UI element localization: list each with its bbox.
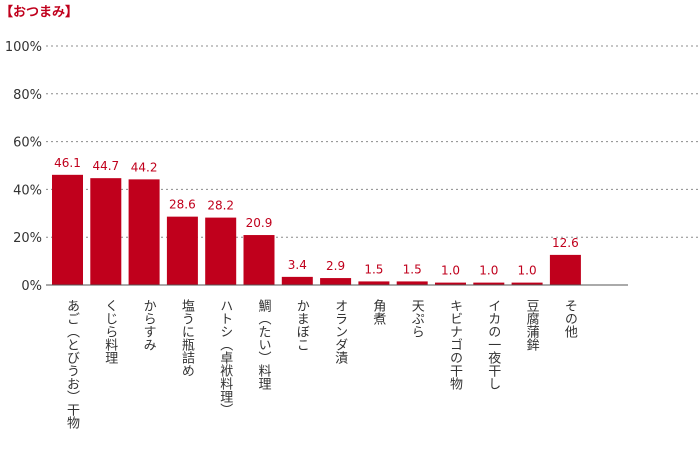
bar xyxy=(243,235,275,285)
value-label: 12.6 xyxy=(552,236,579,250)
bar xyxy=(281,276,313,285)
category-label: 豆腐蒲鉾 xyxy=(524,299,540,351)
gridlines xyxy=(46,45,700,238)
y-axis-tick-labels: 0% 20% 40% 60% 80% 100% xyxy=(5,40,42,294)
bar xyxy=(166,216,198,285)
value-label: 2.9 xyxy=(326,259,345,273)
value-label: 1.0 xyxy=(518,264,537,278)
y-tick-label: 20% xyxy=(13,231,42,246)
y-tick-label: 80% xyxy=(13,88,42,103)
category-label: あご（とびうお）干物 xyxy=(64,299,80,430)
y-tick-label: 60% xyxy=(13,136,42,151)
value-labels: 46.1 44.7 44.2 28.6 28.2 20.9 3.4 2.9 1.5 1.5 1.0 1… xyxy=(54,156,579,278)
value-label: 1.0 xyxy=(479,264,498,278)
bar xyxy=(128,179,160,285)
value-label: 1.0 xyxy=(441,264,460,278)
chart-title: 【おつまみ】 xyxy=(0,4,78,20)
bar xyxy=(511,282,543,285)
value-label: 28.2 xyxy=(207,199,234,213)
category-label: その他 xyxy=(562,299,578,339)
category-label: くじら料理 xyxy=(102,299,118,364)
value-label: 44.7 xyxy=(92,159,119,173)
value-label: 20.9 xyxy=(246,216,273,230)
bar xyxy=(435,282,466,285)
value-label: 46.1 xyxy=(54,156,81,170)
category-label: かまぼこ xyxy=(294,299,309,351)
bar xyxy=(473,282,505,285)
value-label: 1.5 xyxy=(403,262,422,276)
category-label: からすみ xyxy=(141,299,156,351)
bar xyxy=(205,217,237,285)
y-tick-label: 40% xyxy=(13,183,42,198)
bar xyxy=(358,281,390,285)
value-label: 28.6 xyxy=(169,198,196,212)
bar xyxy=(90,178,122,285)
category-label: イカの一夜干し xyxy=(485,299,501,390)
category-label: 塩うに瓶詰め xyxy=(179,299,195,377)
category-label: ハトシ（卓袱料理） xyxy=(217,299,233,416)
bar xyxy=(52,174,83,285)
category-labels: あご（とびうお）干物 くじら料理 からすみ 塩うに瓶詰め ハトシ（卓袱料理） 鯛（たい）料… xyxy=(64,299,577,430)
value-label: 3.4 xyxy=(288,258,307,272)
category-label: 角煮 xyxy=(370,299,386,326)
category-label: オランダ漬 xyxy=(332,299,348,364)
category-label: 鯛（たい）料理 xyxy=(256,299,272,390)
bar xyxy=(549,254,581,285)
y-tick-label: 0% xyxy=(21,279,42,294)
value-label: 44.2 xyxy=(131,160,158,174)
bars xyxy=(52,174,581,285)
value-label: 1.5 xyxy=(364,262,383,276)
category-label: 天ぷら xyxy=(409,299,425,338)
bar xyxy=(320,278,352,285)
category-label: キビナゴの干物 xyxy=(447,299,463,391)
bar xyxy=(396,281,428,285)
y-tick-label: 100% xyxy=(5,40,42,55)
